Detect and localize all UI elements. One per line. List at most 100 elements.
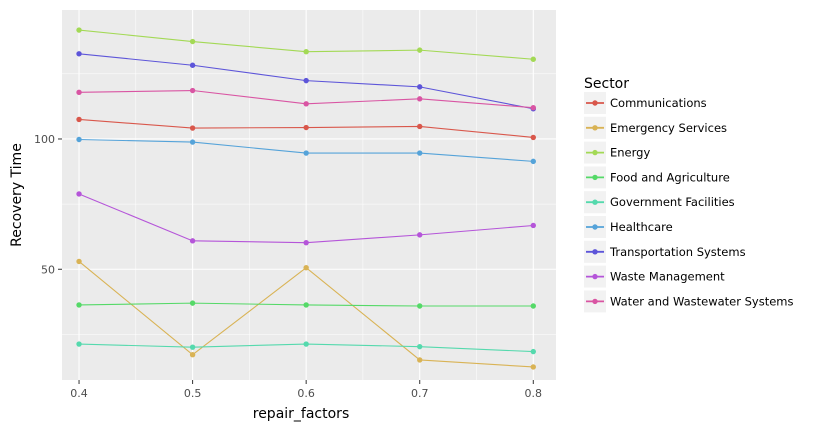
x-axis-title: repair_factors: [253, 406, 349, 422]
y-tick-label: 100: [34, 133, 55, 146]
legend-label: Energy: [610, 146, 650, 160]
legend-item: Emergency Services: [584, 116, 727, 139]
legend-item: Communications: [584, 92, 707, 114]
data-point: [303, 77, 309, 84]
legend-key-point: [592, 199, 598, 205]
data-point: [189, 38, 196, 45]
data-point: [417, 357, 423, 363]
legend-item: Healthcare: [584, 216, 673, 238]
legend-key-point: [592, 298, 598, 305]
legend-item: Government Facilities: [584, 191, 735, 214]
legend-label: Communications: [610, 96, 707, 110]
y-axis-ticks: 50 100: [34, 133, 62, 276]
data-point: [189, 87, 196, 94]
legend-item: Waste Management: [584, 265, 725, 288]
data-point: [417, 232, 423, 238]
legend-label: Emergency Services: [610, 121, 727, 135]
data-point: [417, 150, 423, 156]
plot-panel: [62, 10, 556, 380]
data-point: [76, 302, 82, 308]
data-point: [303, 264, 309, 271]
data-point: [303, 101, 309, 107]
series-energy: [76, 27, 536, 62]
data-point: [303, 150, 309, 156]
data-point: [530, 134, 536, 141]
data-point: [530, 348, 536, 355]
legend-label: Transportation Systems: [609, 245, 746, 259]
data-point: [189, 62, 196, 68]
legend-label: Waste Management: [610, 270, 725, 284]
data-point: [530, 303, 536, 309]
legend-key-point: [592, 149, 598, 156]
data-point: [530, 364, 536, 370]
x-tick-label: 0.6: [297, 387, 315, 400]
data-point: [189, 300, 196, 306]
legend-key-point: [592, 174, 598, 181]
series-emergency-services: [76, 258, 536, 370]
legend-label: Healthcare: [610, 220, 673, 234]
major-gridlines-y: [62, 138, 556, 270]
legend-key-point: [592, 249, 598, 255]
legend-key-point: [592, 224, 598, 230]
data-point: [530, 158, 536, 165]
x-tick-label: 0.8: [525, 387, 543, 400]
x-tick-label: 0.5: [184, 387, 202, 400]
legend-item: Water and Wastewater Systems: [584, 290, 794, 313]
data-point: [189, 344, 196, 350]
data-point: [189, 125, 196, 131]
legend-item: Food and Agriculture: [584, 166, 730, 189]
data-point: [76, 136, 82, 143]
series-water-and-wastewater-systems: [76, 87, 536, 111]
series-layer: [76, 27, 536, 370]
data-point: [189, 139, 196, 145]
series-government-facilities: [76, 341, 536, 355]
series-food-and-agriculture: [76, 300, 536, 309]
data-point: [417, 343, 423, 350]
minor-gridlines-y: [62, 73, 556, 335]
data-point: [76, 191, 82, 197]
legend-label: Government Facilities: [610, 195, 735, 209]
data-point: [76, 258, 82, 265]
data-point: [76, 89, 82, 96]
x-tick-label: 0.7: [411, 387, 429, 400]
x-axis-ticks: 0.4 0.5 0.6 0.7 0.8: [70, 380, 542, 400]
legend-label: Food and Agriculture: [610, 170, 730, 184]
legend-item: Transportation Systems: [584, 240, 746, 263]
series-transportation-systems: [76, 51, 536, 112]
legend-label: Water and Wastewater Systems: [610, 294, 794, 308]
legend-item: Energy: [584, 141, 650, 164]
data-point: [417, 84, 423, 90]
legend-key-point: [592, 100, 598, 106]
data-point: [530, 56, 536, 62]
y-tick-label: 50: [41, 263, 55, 276]
legend-title: Sector: [584, 76, 629, 92]
series-communications: [76, 116, 536, 141]
legend-key-point: [592, 273, 598, 280]
data-point: [303, 341, 309, 347]
data-point: [417, 47, 423, 53]
data-point: [417, 96, 423, 102]
minor-gridlines-x: [135, 10, 477, 380]
data-point: [76, 27, 82, 33]
x-tick-label: 0.4: [70, 387, 88, 400]
legend-key-point: [592, 125, 598, 131]
data-point: [303, 302, 309, 308]
data-point: [417, 123, 423, 130]
series-waste-management: [76, 191, 536, 246]
major-gridlines-x: [78, 10, 534, 380]
data-point: [417, 303, 423, 309]
data-point: [530, 105, 536, 111]
data-point: [303, 124, 309, 131]
data-point: [303, 239, 309, 246]
series-healthcare: [76, 136, 536, 165]
data-point: [76, 341, 82, 347]
data-point: [76, 51, 82, 57]
data-point: [189, 238, 196, 244]
y-axis-title: Recovery Time: [9, 143, 25, 247]
legend: Communications Emergency Services Energy Fo…: [584, 92, 794, 313]
data-point: [530, 222, 536, 229]
data-point: [189, 352, 196, 358]
data-point: [76, 116, 82, 123]
data-point: [303, 48, 309, 55]
